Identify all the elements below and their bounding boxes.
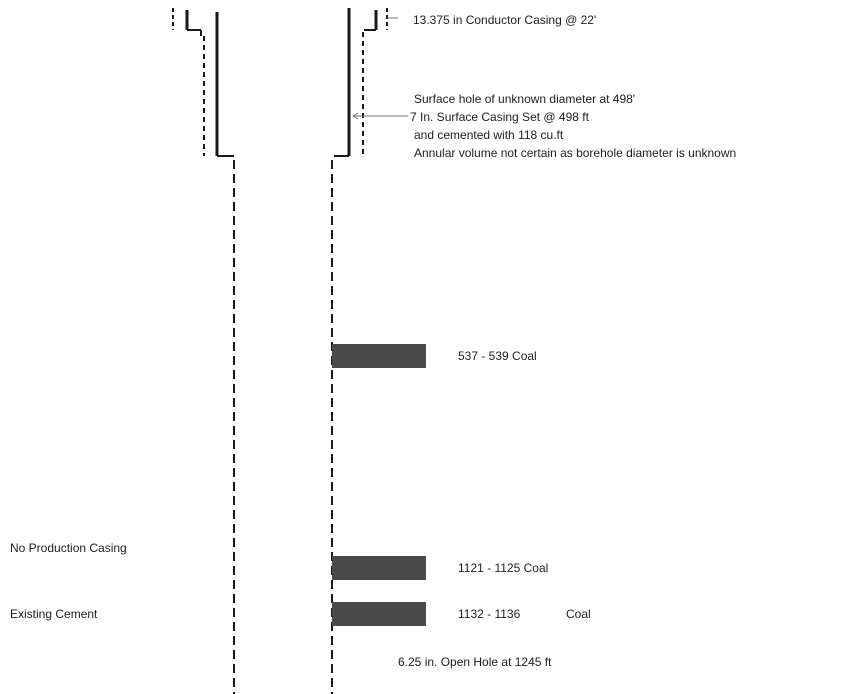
- coal-1132-type-label: Coal: [566, 607, 591, 621]
- coal-1121-label: 1121 - 1125 Coal: [458, 561, 549, 575]
- surface-casing-leader: [352, 112, 408, 120]
- existing-cement-label: Existing Cement: [10, 607, 98, 621]
- surface-hole-label: Surface hole of unknown diameter at 498': [414, 92, 636, 106]
- coal-seam-1132: [332, 602, 426, 626]
- conductor-casing: [172, 8, 398, 36]
- open-hole: [233, 160, 333, 694]
- surface-casing-label: 7 In. Surface Casing Set @ 498 ft: [410, 110, 589, 124]
- coal-537-label: 537 - 539 Coal: [458, 349, 537, 363]
- coal-seam-537: [332, 344, 426, 368]
- coal-1132-depth-label: 1132 - 1136: [458, 607, 521, 621]
- no-production-casing-label: No Production Casing: [10, 541, 127, 555]
- open-hole-label: 6.25 in. Open Hole at 1245 ft: [398, 655, 552, 669]
- cement-label: and cemented with 118 cu.ft: [414, 128, 564, 142]
- annular-volume-label: Annular volume not certain as borehole d…: [414, 146, 737, 160]
- coal-seam-1121: [332, 556, 426, 580]
- conductor-casing-label: 13.375 in Conductor Casing @ 22': [413, 13, 597, 27]
- surface-casing: [215, 8, 351, 157]
- surface-hole: [203, 32, 364, 156]
